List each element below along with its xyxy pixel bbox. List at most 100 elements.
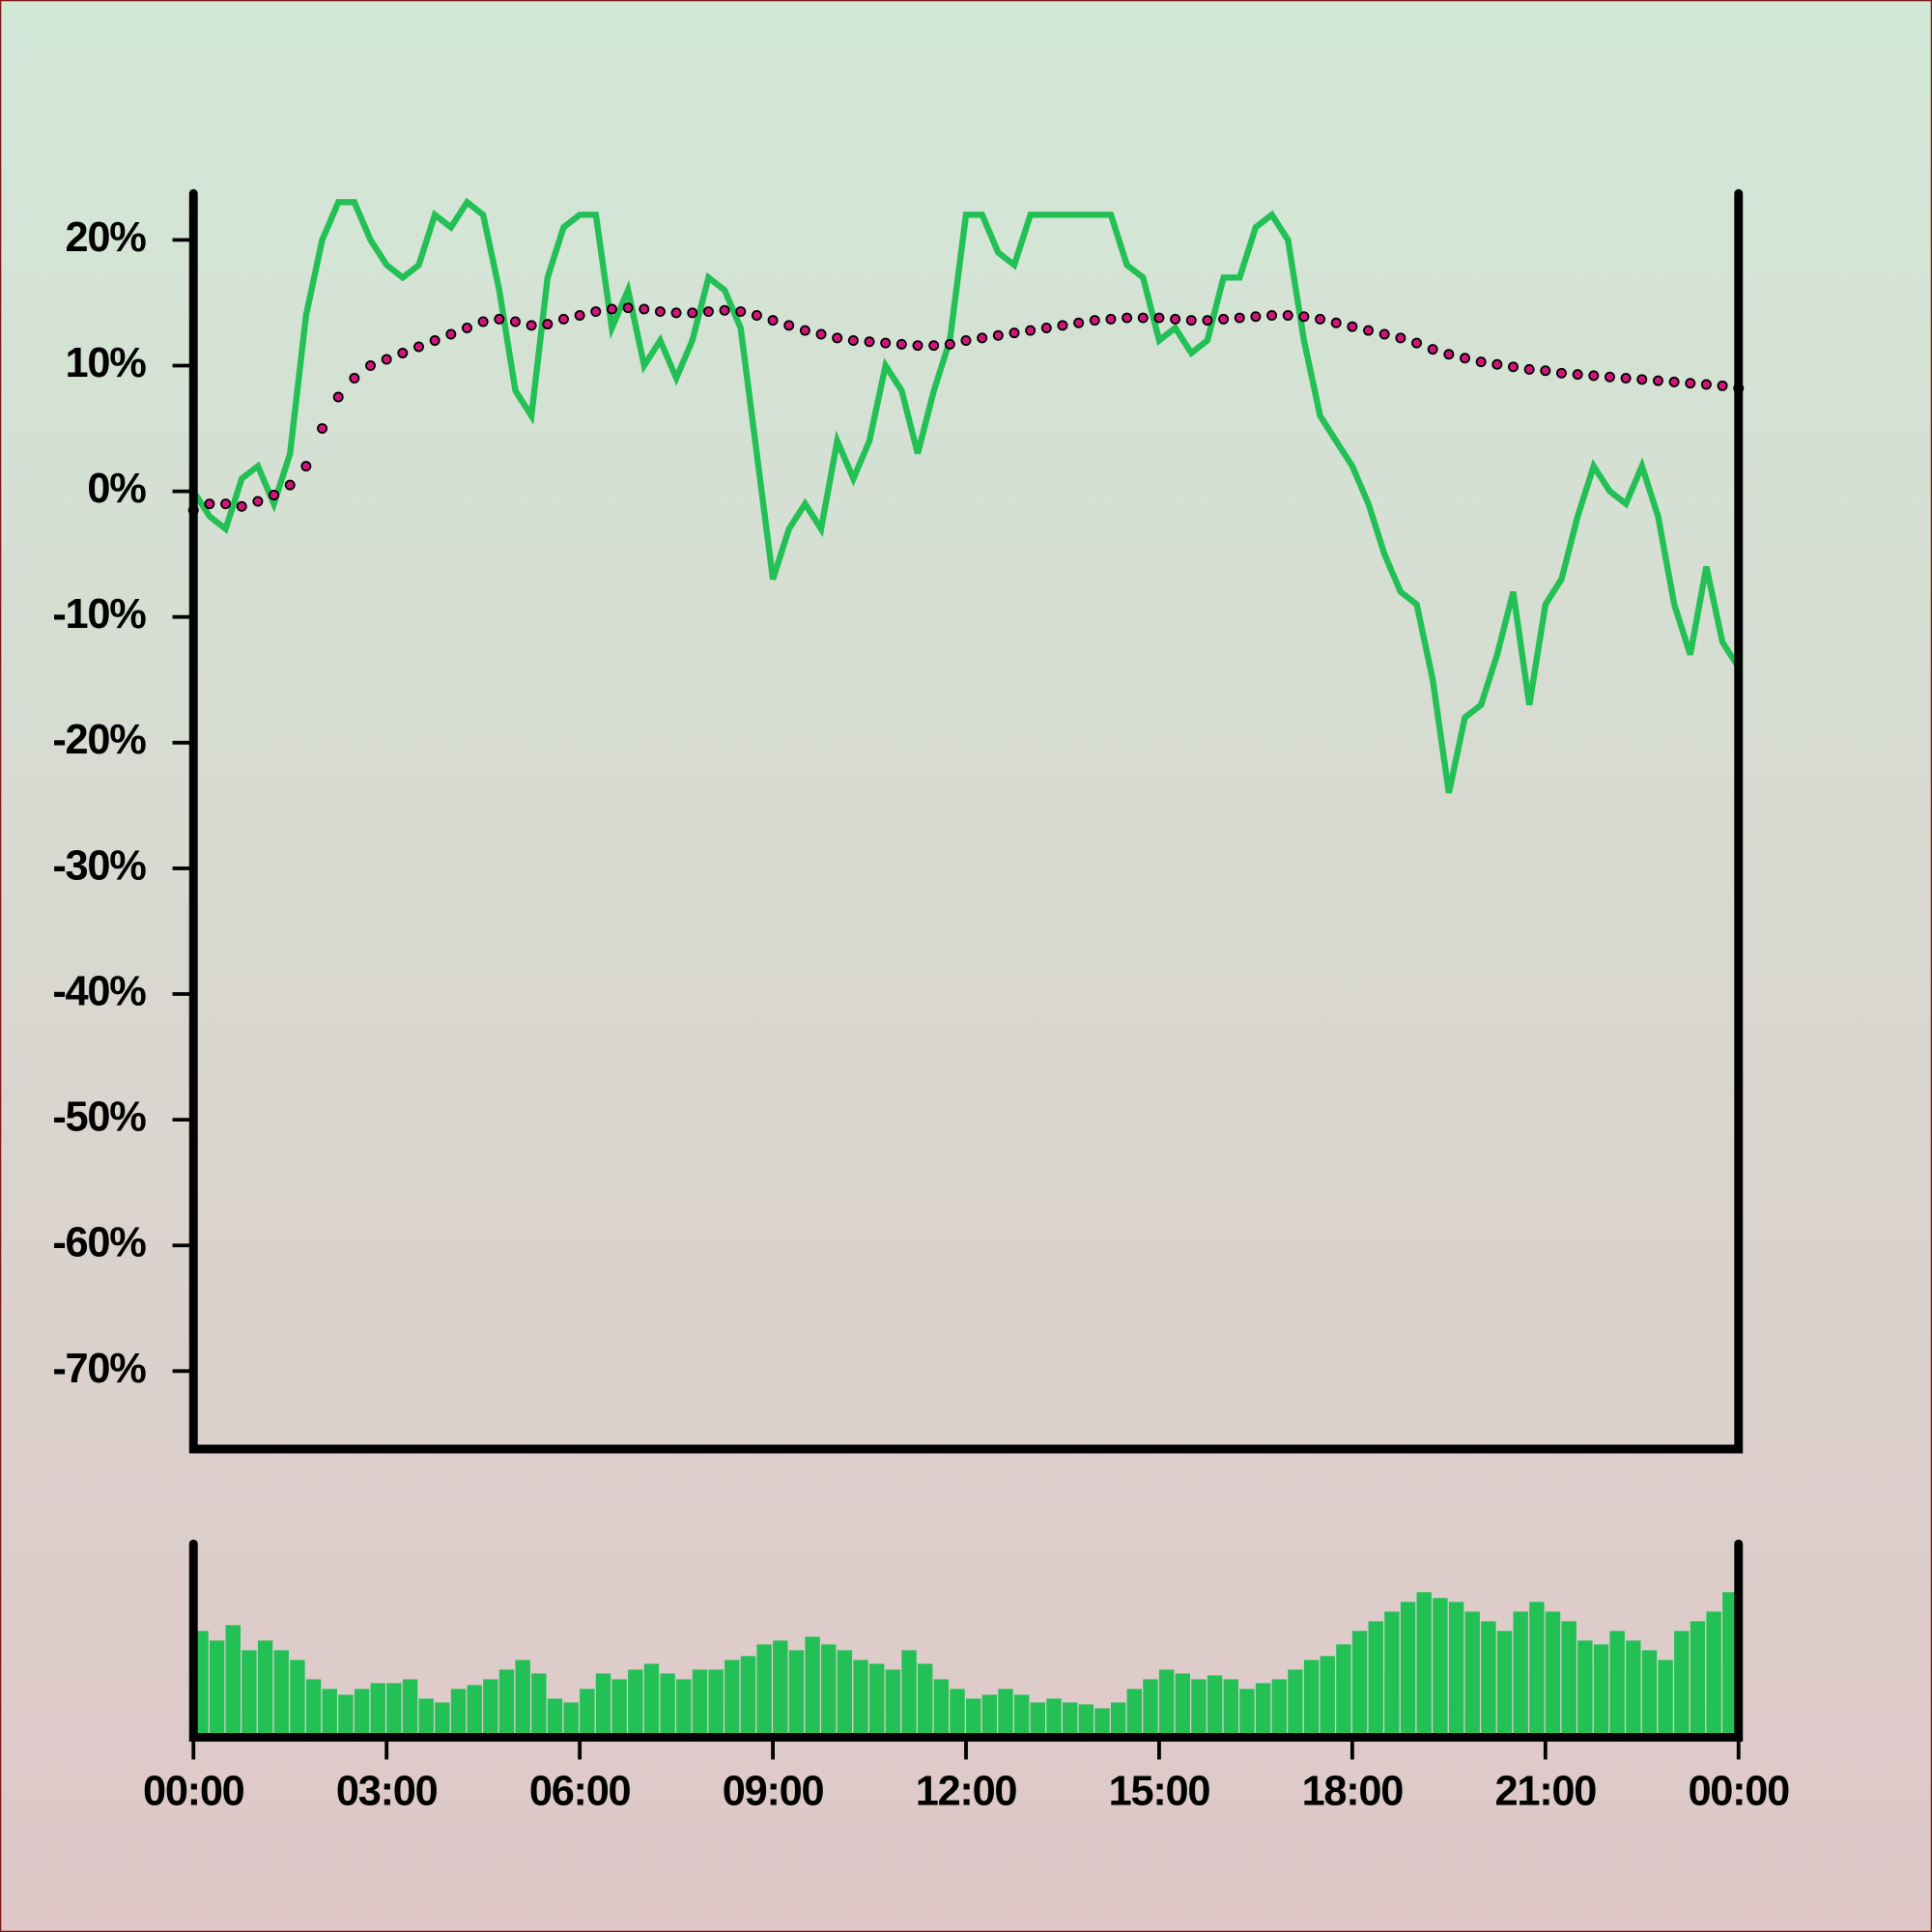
- volume-bar: [837, 1650, 853, 1738]
- x-tick-label: 12:00: [916, 1769, 1017, 1815]
- volume-bar: [1577, 1640, 1593, 1738]
- trend-dot: [236, 500, 247, 512]
- trend-dot: [381, 354, 392, 365]
- plot-marks: [187, 197, 1745, 1738]
- y-tick-label: 10%: [66, 340, 147, 386]
- trend-dot: [1395, 332, 1406, 344]
- trend-dot: [751, 309, 762, 321]
- volume-bar: [805, 1636, 820, 1738]
- trend-dot: [832, 332, 843, 344]
- volume-bar: [1561, 1621, 1577, 1738]
- trend-dot: [1700, 379, 1712, 390]
- volume-bar: [1336, 1644, 1351, 1738]
- trend-dot: [1378, 328, 1390, 340]
- volume-bar: [1384, 1611, 1400, 1738]
- volume-bar: [1464, 1611, 1480, 1738]
- x-tick-label: 00:00: [1688, 1769, 1789, 1815]
- volume-bar: [595, 1673, 611, 1738]
- volume-bar: [290, 1660, 305, 1738]
- volume-bar: [918, 1663, 933, 1738]
- trend-dot: [1089, 315, 1100, 327]
- volume-bar: [1433, 1598, 1448, 1738]
- trend-dot: [606, 303, 617, 315]
- trend-dot: [864, 336, 875, 348]
- volume-bar: [1641, 1650, 1658, 1738]
- volume-bar: [869, 1663, 885, 1738]
- volume-bar: [740, 1656, 756, 1738]
- trend-dot: [1443, 349, 1455, 360]
- trend-dot: [1153, 312, 1165, 324]
- volume-bar: [563, 1702, 579, 1738]
- trend-dot: [509, 316, 521, 327]
- volume-bar: [1207, 1675, 1223, 1738]
- volume-bar: [1255, 1683, 1271, 1738]
- trend-dot: [1040, 322, 1052, 333]
- trend-dot: [1475, 356, 1487, 368]
- volume-bar: [225, 1625, 241, 1738]
- trend-dot: [670, 307, 682, 319]
- volume-bar: [515, 1660, 530, 1738]
- trend-dot: [960, 334, 972, 346]
- trend-dot: [1105, 313, 1117, 325]
- volume-bar: [950, 1689, 965, 1738]
- x-tick-label: 09:00: [723, 1769, 824, 1815]
- trend-dot: [1508, 361, 1519, 373]
- volume-bar: [531, 1673, 547, 1738]
- trend-dot: [1717, 380, 1728, 391]
- volume-bar: [692, 1669, 708, 1738]
- trend-dot: [1540, 365, 1551, 377]
- y-tick-label: -20%: [52, 717, 146, 763]
- volume-bar: [1191, 1679, 1207, 1738]
- trend-dot: [1282, 309, 1293, 321]
- volume-bar: [1288, 1669, 1303, 1738]
- volume-bar: [1626, 1640, 1641, 1738]
- volume-bar: [1481, 1621, 1496, 1738]
- volume-bar: [660, 1673, 675, 1738]
- trend-dot: [397, 348, 409, 358]
- trend-dot: [735, 306, 747, 318]
- trend-dot: [300, 461, 312, 472]
- volume-bar: [1110, 1702, 1126, 1738]
- trend-dot: [462, 322, 472, 333]
- trend-dot: [1250, 311, 1262, 323]
- volume-bar: [1722, 1592, 1738, 1738]
- trend-dot: [574, 309, 585, 321]
- trend-dot: [815, 328, 827, 340]
- volume-bar: [1368, 1621, 1383, 1738]
- trend-dot: [1588, 370, 1600, 382]
- volume-bar: [821, 1644, 837, 1738]
- volume-bar: [966, 1698, 981, 1738]
- trend-dot: [1073, 317, 1085, 328]
- trend-dot: [204, 498, 215, 510]
- x-tick-label: 21:00: [1495, 1769, 1597, 1815]
- trend-dot: [349, 373, 360, 384]
- trend-dot: [1363, 325, 1375, 336]
- volume-bar: [1658, 1660, 1673, 1738]
- trend-dot: [220, 498, 232, 510]
- volume-bar: [273, 1650, 289, 1738]
- volume-bar: [1143, 1679, 1158, 1738]
- trend-dot: [1668, 376, 1680, 387]
- volume-bar: [1690, 1621, 1706, 1738]
- trend-dot: [1122, 312, 1133, 324]
- volume-bar: [580, 1689, 595, 1738]
- volume-bar: [1609, 1631, 1625, 1738]
- x-tick-label: 15:00: [1109, 1769, 1210, 1815]
- trend-dot: [1604, 371, 1615, 383]
- volume-bar: [435, 1702, 450, 1738]
- y-tick-label: 20%: [66, 214, 147, 261]
- trend-dot: [1185, 315, 1197, 327]
- trend-dot: [944, 338, 955, 350]
- y-tick-label: -30%: [52, 842, 146, 889]
- trend-dot: [477, 316, 489, 327]
- trend-dot: [1636, 374, 1648, 385]
- trend-dot: [928, 340, 940, 352]
- trend-dot: [284, 479, 296, 491]
- volume-bar: [643, 1663, 660, 1738]
- trend-dot: [557, 313, 569, 325]
- volume-bar: [450, 1689, 467, 1738]
- volume-bar: [1158, 1669, 1175, 1738]
- trend-dot: [1137, 312, 1149, 324]
- trend-dot: [1025, 325, 1037, 336]
